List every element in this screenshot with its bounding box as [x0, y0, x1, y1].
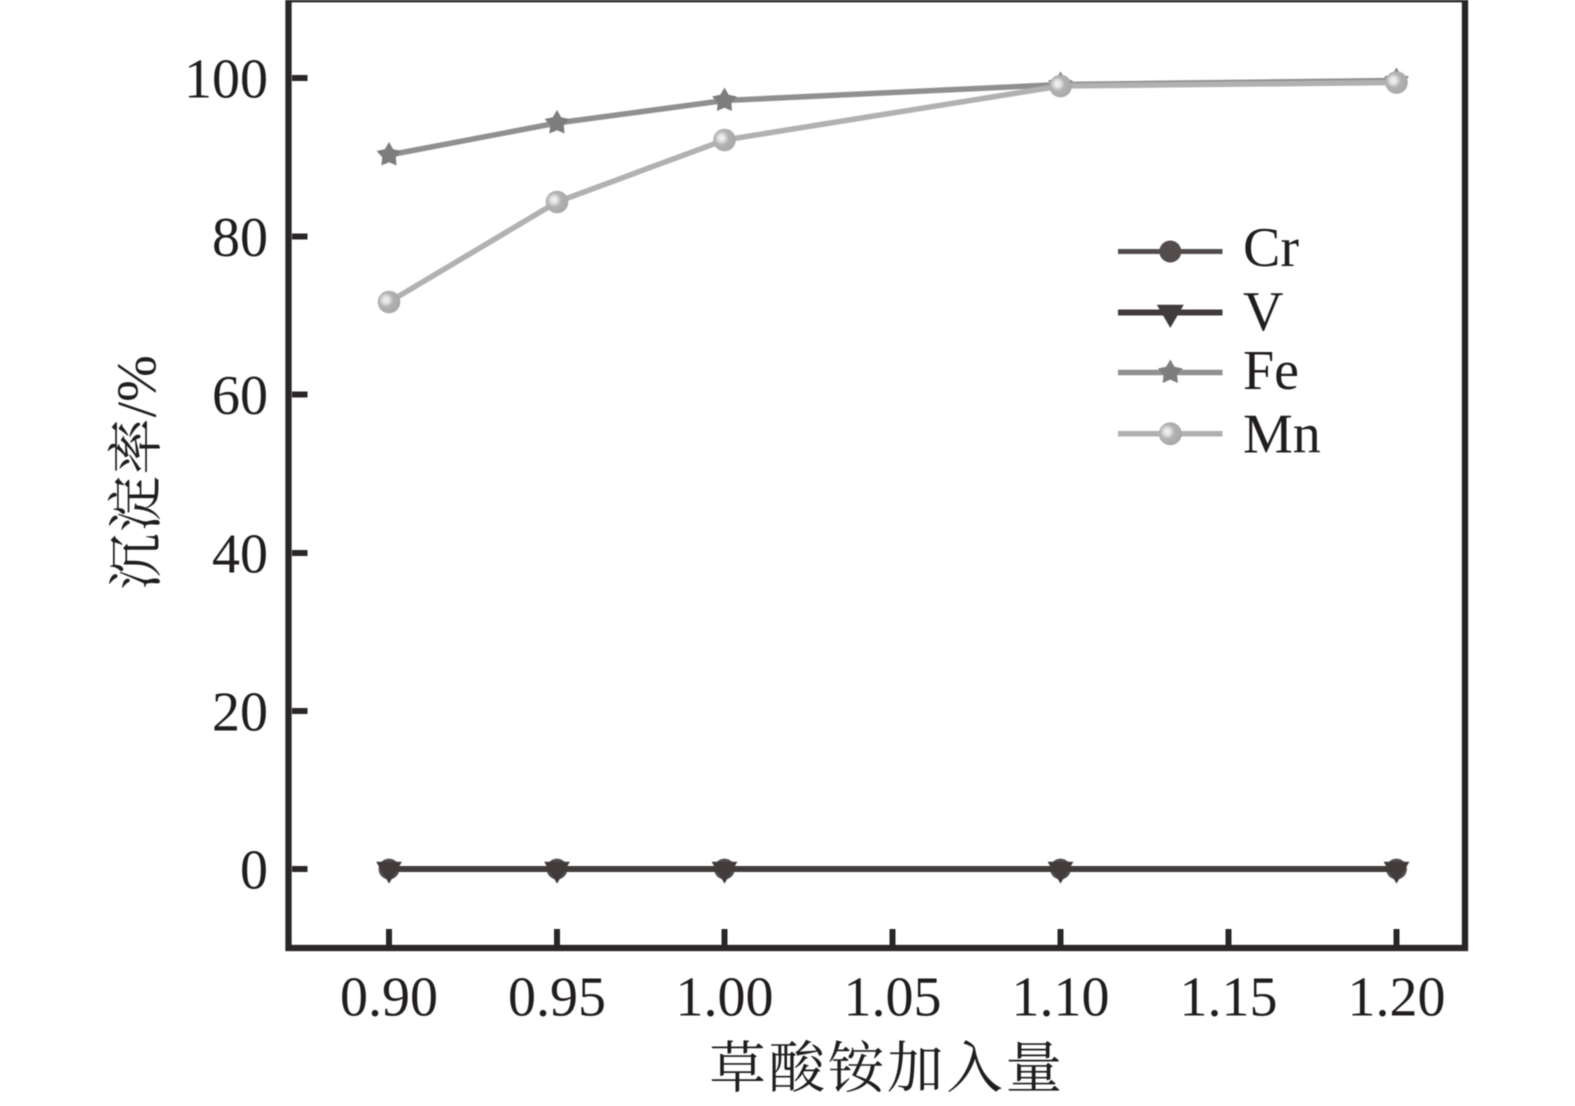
svg-text:0.90: 0.90 — [340, 967, 438, 1029]
svg-text:1.10: 1.10 — [1012, 967, 1110, 1029]
svg-text:Mn: Mn — [1243, 404, 1321, 466]
svg-text:60: 60 — [212, 365, 268, 427]
svg-text:Fe: Fe — [1243, 340, 1299, 402]
svg-text:1.05: 1.05 — [844, 967, 942, 1029]
svg-text:1.15: 1.15 — [1180, 967, 1278, 1029]
svg-text:100: 100 — [184, 49, 268, 111]
svg-text:1.20: 1.20 — [1348, 967, 1446, 1029]
svg-text:80: 80 — [212, 207, 268, 269]
svg-text:1.00: 1.00 — [676, 967, 774, 1029]
svg-text:V: V — [1243, 281, 1283, 343]
svg-text:0: 0 — [240, 840, 268, 902]
svg-text:20: 20 — [212, 682, 268, 744]
svg-text:40: 40 — [212, 524, 268, 586]
svg-text:0.95: 0.95 — [508, 967, 606, 1029]
svg-text:/%: /% — [107, 355, 169, 417]
svg-text:Cr: Cr — [1243, 217, 1299, 279]
